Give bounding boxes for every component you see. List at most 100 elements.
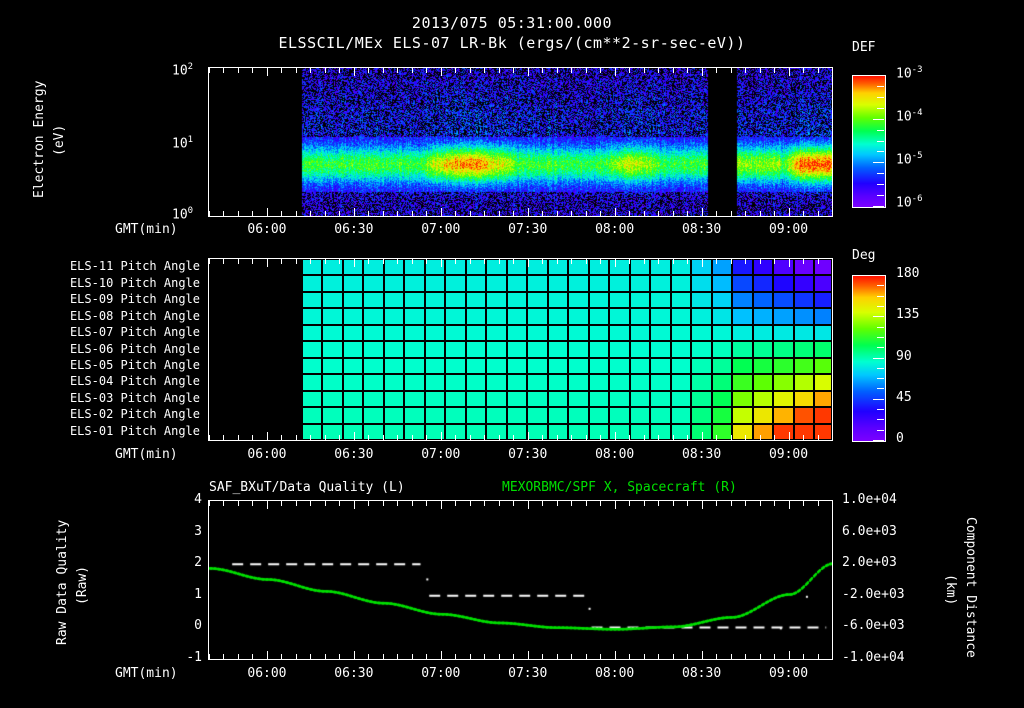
axis-tick <box>774 501 776 506</box>
axis-tick <box>237 435 239 440</box>
axis-tick <box>759 68 761 73</box>
quality-ytick-left: 4 <box>194 492 202 507</box>
pitch-angle-plot[interactable] <box>209 259 832 440</box>
pitch-angle-cell <box>547 374 569 391</box>
axis-tick <box>324 654 326 659</box>
pitch-angle-cell <box>793 374 815 391</box>
pitch-angle-cell <box>814 390 832 408</box>
pitch-angle-cell <box>342 291 364 309</box>
pitch-angle-cell <box>445 308 466 325</box>
pitch-row-label: ELS-08 Pitch Angle <box>69 308 200 323</box>
axis-tick <box>209 501 210 506</box>
axis-tick <box>759 211 761 216</box>
axis-tick <box>730 211 732 216</box>
axis-tick <box>803 211 805 216</box>
axis-tick <box>672 501 674 506</box>
colorbar-tick <box>877 285 884 287</box>
pitch-angle-cell <box>445 341 466 358</box>
pitch-angle-cell <box>322 291 343 309</box>
pitch-angle-cell <box>588 275 610 292</box>
pitch-angle-cell <box>629 374 651 391</box>
pitch-angle-cell <box>773 291 794 309</box>
pitch-row-label: ELS-06 Pitch Angle <box>69 341 200 356</box>
spectrogram-frame <box>208 67 833 217</box>
pitch-angle-cell <box>568 374 589 391</box>
xtick-label: 07:00 <box>421 666 461 681</box>
pitch-angle-cell <box>670 407 692 424</box>
pitch-angle-cell <box>732 341 753 358</box>
pitch-angle-cell <box>588 390 610 408</box>
xtick-label: 06:30 <box>334 447 374 462</box>
axis-tick <box>788 432 790 440</box>
axis-tick <box>730 435 732 440</box>
pitch-angle-cell <box>424 275 446 292</box>
pitch-angle-cell <box>322 324 343 342</box>
xtick-label: 08:00 <box>595 222 635 237</box>
pitch-angle-cell <box>404 275 425 292</box>
xtick-label: 08:00 <box>595 447 635 462</box>
quality-plot[interactable] <box>209 501 832 659</box>
pitch-angle-cell <box>527 324 548 342</box>
pitch-angle-cell <box>342 423 364 440</box>
pitch-angle-cell <box>506 275 528 292</box>
axis-tick <box>397 435 399 440</box>
axis-tick <box>252 211 254 216</box>
axis-tick <box>556 435 558 440</box>
pitch-angle-cell <box>588 357 610 375</box>
pitch-angle-cell <box>322 341 343 358</box>
axis-tick <box>498 501 500 506</box>
colorbar-tick <box>873 206 884 207</box>
axis-tick <box>542 211 544 216</box>
axis-tick <box>571 501 573 506</box>
pitch-angle-cell <box>609 423 630 440</box>
def-colorbar-label-1: 10-4 <box>896 108 923 125</box>
axis-tick <box>397 211 399 216</box>
pitch-angle-cell <box>465 275 487 292</box>
pitch-angle-cell <box>342 390 364 408</box>
axis-tick <box>426 211 428 216</box>
pitch-angle-cell <box>486 324 507 342</box>
axis-tick <box>556 211 558 216</box>
pitch-angle-cell <box>691 259 712 276</box>
def-colorbar-label-3: 10-6 <box>896 194 923 211</box>
pitch-angle-cell <box>465 308 487 325</box>
axis-tick <box>266 432 268 440</box>
axis-tick <box>295 68 297 73</box>
quality-ytick-right: -6.0e+03 <box>842 618 905 634</box>
colorbar-tick <box>877 295 884 297</box>
axis-tick <box>339 211 341 216</box>
pitch-angle-cell <box>732 357 753 375</box>
pitch-angle-cell <box>383 390 405 408</box>
xtick-label: 07:30 <box>508 222 548 237</box>
axis-tick <box>368 211 370 216</box>
axis-tick <box>310 435 312 440</box>
colorbar-tick <box>877 151 884 153</box>
pitch-angle-cell <box>404 259 425 276</box>
axis-tick <box>716 435 718 440</box>
axis-tick <box>614 432 616 440</box>
axis-tick <box>455 435 457 440</box>
pitch-angle-cell <box>670 291 692 309</box>
pitch-angle-cell <box>445 390 466 408</box>
pitch-angle-cell <box>424 291 446 309</box>
axis-tick <box>629 68 631 73</box>
axis-tick <box>556 68 558 73</box>
pitch-angle-cell <box>629 259 651 276</box>
axis-tick <box>527 208 529 216</box>
spectrogram-plot[interactable] <box>209 68 832 216</box>
axis-tick <box>252 68 254 73</box>
axis-tick <box>701 432 703 440</box>
axis-tick <box>788 501 790 509</box>
pitch-angle-cell <box>711 341 733 358</box>
axis-tick <box>832 68 833 73</box>
axis-tick <box>426 68 428 73</box>
spectrogram-frame-top <box>208 67 833 68</box>
axis-tick <box>687 211 689 216</box>
pitch-angle-cell <box>650 390 671 408</box>
pitch-angle-cell <box>342 308 364 325</box>
axis-tick <box>585 435 587 440</box>
axis-tick <box>368 501 370 506</box>
axis-tick <box>397 259 399 264</box>
axis-tick <box>295 501 297 506</box>
pitch-angle-cell <box>752 357 774 375</box>
